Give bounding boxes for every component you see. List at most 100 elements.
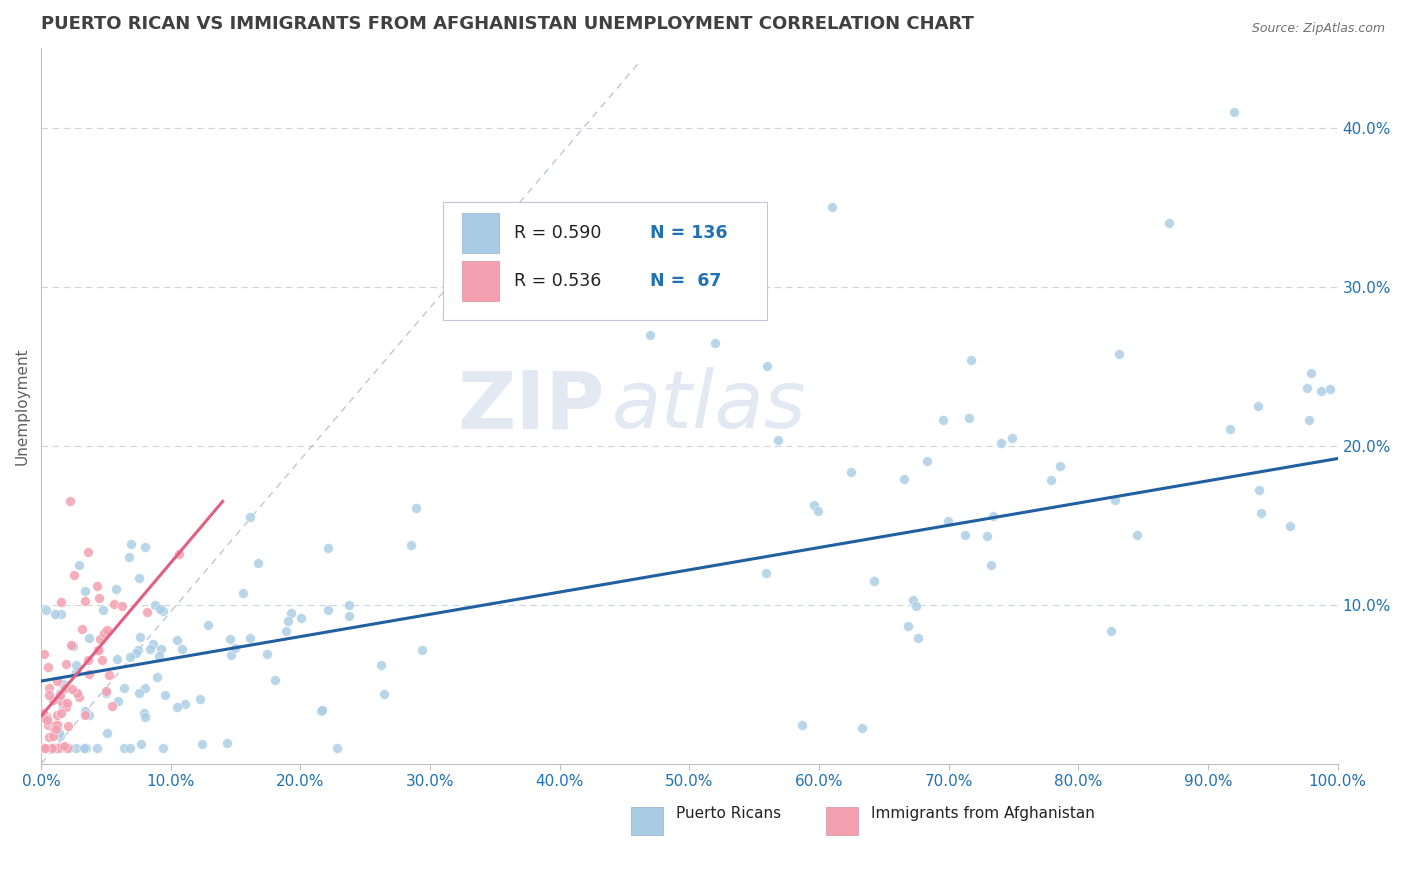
Point (128, 686, 150, 700)
Point (145, 670, 167, 684)
Point (152, 604, 174, 618)
Point (39, 740, 62, 755)
Point (96, 684, 118, 698)
Text: Source: ZipAtlas.com: Source: ZipAtlas.com (1251, 22, 1385, 36)
Point (59, 494, 82, 508)
Point (190, 737, 212, 751)
Point (704, 335, 727, 350)
Point (907, 631, 929, 645)
Point (35, 603, 58, 617)
Point (936, 514, 959, 528)
Point (128, 572, 150, 586)
Point (65, 665, 87, 680)
Point (38, 681, 60, 695)
Point (1278, 518, 1301, 533)
Point (45, 718, 67, 732)
Point (67, 690, 90, 704)
Point (46, 708, 69, 723)
Point (44, 607, 66, 621)
Point (107, 693, 129, 707)
Point (1159, 216, 1181, 230)
Point (118, 740, 141, 755)
Point (990, 435, 1012, 450)
Bar (631, 806, 664, 835)
Point (45, 722, 67, 736)
Point (38, 730, 60, 744)
Bar (463, 213, 499, 252)
Point (53, 681, 76, 696)
Point (51, 677, 73, 691)
Point (37, 718, 59, 732)
Point (46, 740, 69, 755)
Point (98, 667, 121, 681)
Point (37, 711, 59, 725)
Point (96, 623, 118, 637)
Point (411, 643, 433, 657)
Point (960, 353, 983, 368)
Point (129, 630, 152, 644)
Point (67, 558, 90, 572)
Point (173, 697, 195, 711)
Point (52, 698, 75, 713)
Point (87, 642, 110, 657)
Point (821, 201, 844, 215)
Point (31, 740, 53, 755)
Point (38, 688, 60, 702)
Point (280, 606, 302, 620)
Point (901, 593, 924, 607)
Point (290, 611, 312, 625)
Point (370, 657, 392, 672)
Point (1049, 458, 1071, 473)
Point (399, 538, 422, 552)
Point (89, 632, 111, 647)
Point (276, 624, 298, 639)
Point (792, 718, 814, 732)
Point (37, 714, 59, 728)
Point (316, 602, 339, 616)
Point (232, 586, 254, 600)
Point (66, 686, 89, 700)
Point (640, 327, 662, 342)
Point (65, 657, 87, 672)
Point (118, 550, 141, 565)
Point (41, 740, 63, 755)
Point (215, 735, 238, 749)
Point (100, 699, 122, 714)
Point (134, 709, 156, 723)
Point (73, 707, 96, 722)
Point (134, 540, 156, 554)
Text: R = 0.536: R = 0.536 (515, 272, 602, 290)
Point (931, 412, 953, 426)
Point (1299, 366, 1322, 380)
Point (152, 740, 174, 755)
Point (87, 591, 110, 605)
Point (96, 726, 118, 740)
Point (755, 566, 778, 581)
Bar (463, 261, 499, 301)
Point (86, 642, 108, 657)
Point (224, 641, 246, 656)
Point (94, 686, 117, 700)
Point (148, 649, 170, 664)
Bar (825, 806, 858, 835)
Point (1126, 527, 1149, 541)
Point (170, 642, 193, 657)
Point (46, 674, 69, 689)
Point (86, 740, 108, 755)
Point (1040, 473, 1063, 487)
Point (45, 740, 67, 755)
Y-axis label: Unemployment: Unemployment (15, 347, 30, 465)
Point (256, 648, 278, 662)
Point (49, 706, 72, 721)
Point (221, 648, 243, 663)
Point (105, 652, 128, 666)
Point (1310, 384, 1333, 398)
Point (41, 740, 63, 755)
Point (32, 740, 55, 755)
Point (807, 504, 830, 518)
Text: N =  67: N = 67 (651, 272, 721, 290)
Point (55, 700, 77, 714)
Point (120, 537, 142, 551)
Point (44, 740, 66, 755)
Point (143, 598, 166, 612)
